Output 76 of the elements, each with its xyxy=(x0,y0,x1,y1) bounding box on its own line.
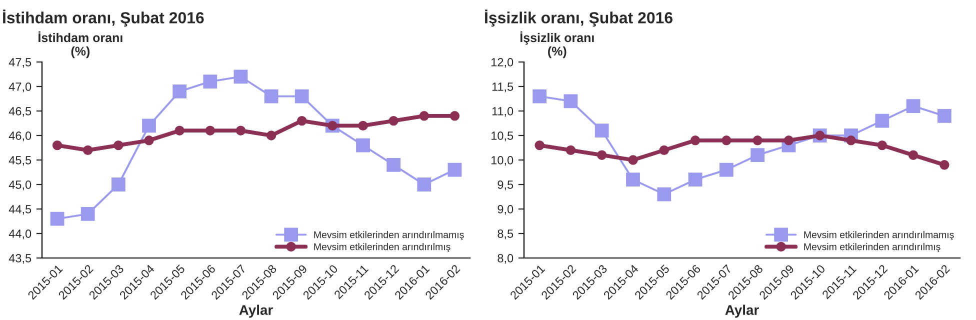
y-tick-label: 10,0 xyxy=(492,156,514,166)
legend-label: Mevsim etkilerinden arındırılmış xyxy=(804,243,940,252)
y-axis-title: İşsizlik oranı (%) xyxy=(520,31,594,58)
y-tick-label: 8,0 xyxy=(498,254,514,264)
point xyxy=(657,187,672,202)
point xyxy=(52,140,62,150)
point xyxy=(659,145,670,156)
legend-label: Mevsim etkilerinden arındırılmamış xyxy=(804,231,954,240)
point xyxy=(448,162,462,177)
point xyxy=(174,126,184,136)
y-tick-label: 45,0 xyxy=(8,180,32,190)
point xyxy=(722,136,732,146)
x-axis-title: Aylar xyxy=(725,304,759,318)
point xyxy=(114,140,124,150)
point xyxy=(386,158,401,172)
point xyxy=(203,74,218,89)
point xyxy=(626,172,640,187)
legend-label: Mevsim etkilerinden arındırılmamış xyxy=(314,231,464,240)
y-tick-label: 44,5 xyxy=(8,205,32,215)
point xyxy=(906,99,920,114)
point xyxy=(688,172,702,187)
point xyxy=(690,136,700,146)
y-tick-label: 47,0 xyxy=(8,82,32,92)
point xyxy=(875,114,890,128)
point xyxy=(144,136,154,146)
y-tick-label: 47,5 xyxy=(8,58,32,68)
point xyxy=(532,89,547,104)
point xyxy=(234,70,248,84)
point xyxy=(172,84,187,98)
point xyxy=(419,111,430,121)
y-tick-label: 12,0 xyxy=(492,58,514,68)
point xyxy=(294,89,309,104)
legend-label: Mevsim etkilerinden arındırılmış xyxy=(314,243,450,252)
chart-title: İşsizlik oranı, Şubat 2016 xyxy=(485,10,673,27)
y-tick-label: 45,5 xyxy=(8,156,32,166)
y-axis-title: İstihdam oranı (%) xyxy=(38,31,122,58)
point xyxy=(752,136,762,146)
point xyxy=(80,206,95,221)
point xyxy=(596,150,607,160)
point xyxy=(450,111,460,121)
y-tick-label: 44,0 xyxy=(8,230,32,240)
point xyxy=(236,126,246,136)
point xyxy=(750,148,765,162)
point xyxy=(594,124,609,138)
point xyxy=(564,94,578,108)
y-tick-label: 10,5 xyxy=(492,132,514,142)
point xyxy=(566,145,576,156)
point xyxy=(719,162,734,177)
chart-title: İstihdam oranı, Şubat 2016 xyxy=(3,10,204,27)
point xyxy=(356,138,370,152)
point xyxy=(82,145,93,156)
y-tick-label: 46,5 xyxy=(8,107,32,117)
point xyxy=(296,116,307,126)
y-tick-label: 11,0 xyxy=(492,107,514,117)
point xyxy=(388,116,398,126)
point xyxy=(417,178,432,192)
point xyxy=(628,155,638,165)
y-tick-label: 9,0 xyxy=(498,205,514,215)
point xyxy=(266,130,276,140)
y-tick-label: 9,5 xyxy=(498,180,514,190)
point xyxy=(50,212,64,226)
point xyxy=(205,126,216,136)
point xyxy=(111,178,126,192)
x-axis-title: Aylar xyxy=(239,304,273,318)
y-tick-label: 46,0 xyxy=(8,132,32,142)
point xyxy=(940,160,950,170)
point xyxy=(534,140,544,150)
point xyxy=(358,120,368,131)
point xyxy=(877,140,888,150)
point xyxy=(937,108,952,123)
y-tick-label: 8,5 xyxy=(498,230,514,240)
y-tick-label: 11,5 xyxy=(492,82,514,92)
point xyxy=(908,150,918,160)
point xyxy=(142,118,156,133)
point xyxy=(264,89,278,104)
y-tick-label: 43,5 xyxy=(8,254,32,264)
